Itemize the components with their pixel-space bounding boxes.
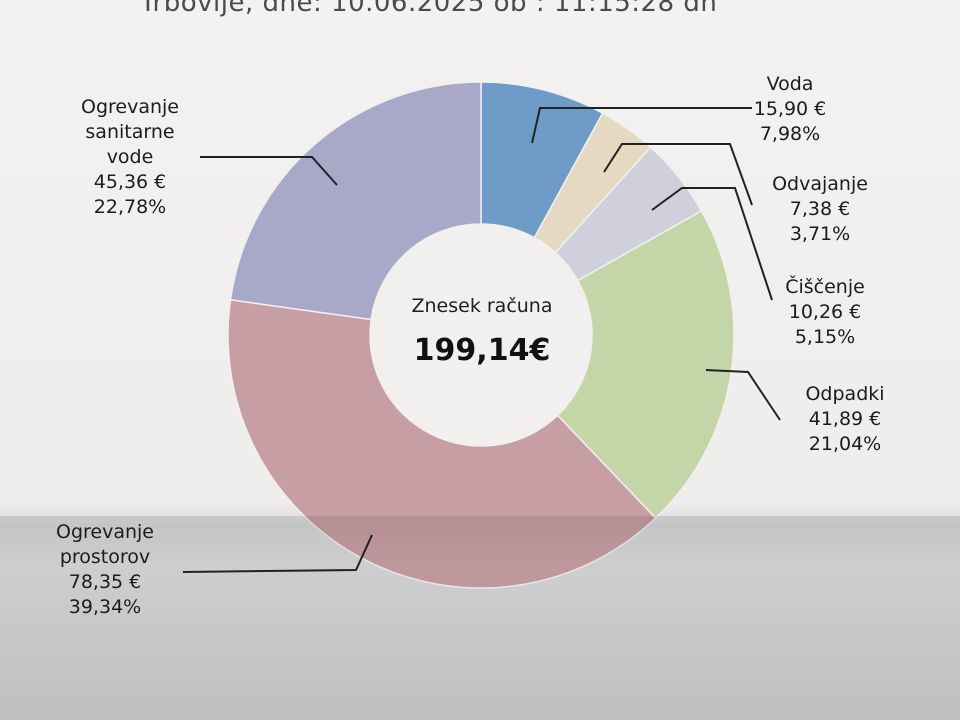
label-prostorov-name1: Ogrevanje [56, 521, 154, 543]
center-total: 199,14€ [413, 333, 551, 368]
label-voda-percent: 7,98% [759, 123, 821, 145]
label-prostorov-value: 78,35 € [68, 571, 142, 593]
receipt-header-text: Trbovlje, dne: 10.06.2025 ob : 11:15:28 … [140, 0, 718, 18]
label-ciscenje-value: 10,26 € [788, 301, 862, 323]
label-sanitarne-value: 45,36 € [93, 171, 167, 193]
label-sanitarne: Ogrevanje sanitarne vode 45,36 € 22,78% [55, 95, 205, 220]
label-odpadki-percent: 21,04% [808, 433, 882, 455]
label-sanitarne-name3: vode [106, 146, 154, 168]
label-voda-name: Voda [766, 73, 814, 95]
label-sanitarne-percent: 22,78% [93, 196, 167, 218]
leader-line-odvajanje [603, 143, 753, 206]
label-odpadki: Odpadki 41,89 € 21,04% [790, 382, 900, 457]
label-odvajanje-value: 7,38 € [789, 198, 851, 220]
donut-hole [370, 224, 592, 446]
leader-line-voda [531, 107, 752, 144]
label-voda-value: 15,90 € [753, 98, 827, 120]
label-sanitarne-name2: sanitarne [85, 121, 175, 143]
label-ciscenje-percent: 5,15% [794, 326, 856, 348]
label-odvajanje-percent: 3,71% [789, 223, 851, 245]
label-prostorov-percent: 39,34% [68, 596, 142, 618]
label-prostorov-name2: prostorov [59, 546, 151, 568]
label-prostorov: Ogrevanje prostorov 78,35 € 39,34% [30, 520, 180, 620]
label-odvajanje: Odvajanje 7,38 € 3,71% [755, 172, 885, 247]
leader-line-odpadki [705, 369, 781, 421]
leader-line-ciscenje [651, 187, 773, 301]
label-voda: Voda 15,90 € 7,98% [740, 72, 840, 147]
leader-line-sanitarne [200, 156, 338, 186]
label-ciscenje: Čiščenje 10,26 € 5,15% [770, 275, 880, 350]
paper-fold-shadow [0, 516, 960, 720]
center-title: Znesek računa [411, 295, 553, 317]
label-sanitarne-name1: Ogrevanje [81, 96, 179, 118]
leader-line-prostorov [182, 534, 373, 573]
label-odvajanje-name: Odvajanje [772, 173, 868, 195]
label-ciscenje-name: Čiščenje [785, 276, 865, 298]
label-odpadki-value: 41,89 € [808, 408, 882, 430]
label-odpadki-name: Odpadki [805, 383, 885, 405]
